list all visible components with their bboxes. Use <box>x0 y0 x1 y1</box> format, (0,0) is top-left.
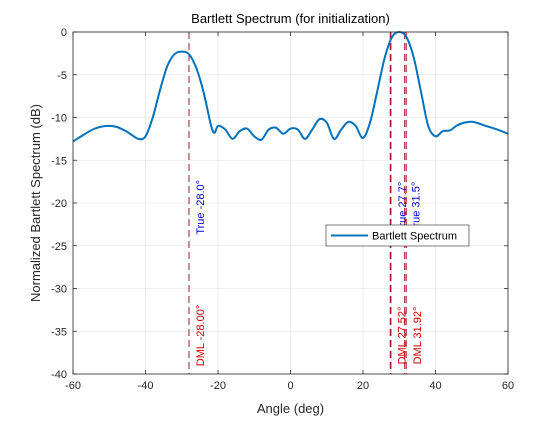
x-tick-label: 0 <box>287 380 293 392</box>
vertical-marker-lines <box>188 32 407 374</box>
marker-label: DML 27.52° <box>396 307 408 365</box>
series-line-bartlett <box>72 31 509 143</box>
legend-entry-bartlett: Bartlett Spectrum <box>372 231 457 243</box>
marker-label: DML 31.92° <box>412 307 424 365</box>
x-tick-label: -60 <box>65 380 81 392</box>
x-axis-label: Angle (deg) <box>257 401 324 416</box>
chart-title: Bartlett Spectrum (for initialization) <box>191 11 390 26</box>
marker-label: True 31.5° <box>411 182 423 233</box>
x-tick-label: -20 <box>210 380 226 392</box>
y-tick-label: 0 <box>61 27 67 39</box>
marker-label: DML -28.00° <box>195 305 207 366</box>
axis-ticks: -60 -40 -20 0 20 40 600-5-10-15-20-25-30-35-40 <box>51 27 514 392</box>
y-tick-label: -10 <box>51 113 67 125</box>
marker-labels: True -28.0° True 27.7° True 31.5° DML -28.0… <box>195 180 424 366</box>
y-axis-label: Normalized Bartlett Spectrum (dB) <box>28 104 43 302</box>
marker-label: True 27.7° <box>397 182 409 233</box>
y-tick-label: -30 <box>51 284 67 296</box>
series-group <box>72 31 509 143</box>
y-tick-label: -25 <box>51 241 67 253</box>
y-tick-label: -15 <box>51 155 67 167</box>
x-tick-label: 40 <box>429 380 441 392</box>
legend-box <box>325 224 470 247</box>
x-tick-label: 60 <box>502 380 514 392</box>
x-tick-label: -40 <box>138 380 154 392</box>
y-tick-label: -20 <box>51 198 67 210</box>
y-tick-label: -35 <box>51 326 67 338</box>
legend: Bartlett Spectrum <box>325 224 470 247</box>
y-tick-label: -40 <box>51 369 67 381</box>
marker-label: True -28.0° <box>195 180 207 235</box>
y-tick-label: -5 <box>57 70 67 82</box>
x-tick-label: 20 <box>357 380 369 392</box>
